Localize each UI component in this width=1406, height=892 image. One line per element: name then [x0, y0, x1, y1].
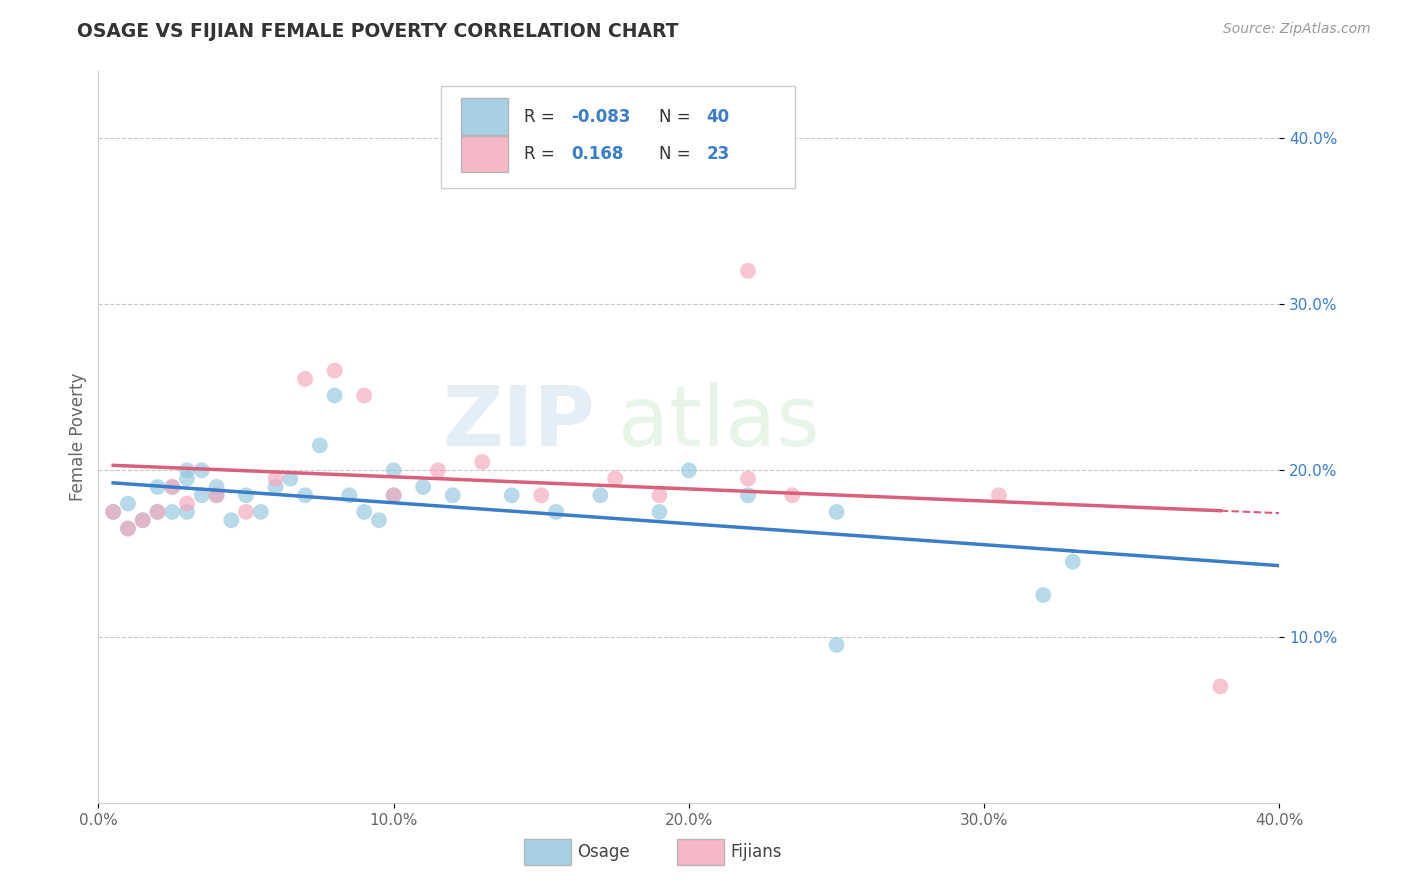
Point: [162, 480, 183, 494]
Point: [264, 472, 287, 486]
Text: R =: R =: [523, 145, 554, 163]
Point: [382, 488, 405, 502]
Point: [782, 488, 804, 502]
Point: [132, 513, 155, 527]
Point: [339, 488, 361, 502]
Text: N =: N =: [659, 108, 690, 126]
Point: [648, 488, 671, 502]
FancyBboxPatch shape: [461, 136, 508, 172]
Point: [382, 463, 405, 477]
Point: [146, 480, 169, 494]
Point: [501, 488, 523, 502]
Point: [117, 521, 139, 535]
Text: -0.083: -0.083: [571, 108, 630, 126]
Point: [146, 505, 169, 519]
Point: [103, 505, 125, 519]
Point: [205, 480, 228, 494]
Point: [191, 463, 214, 477]
Point: [323, 363, 346, 377]
Text: 40: 40: [707, 108, 730, 126]
Point: [103, 505, 125, 519]
Point: [353, 505, 375, 519]
Point: [648, 505, 671, 519]
Point: [1032, 588, 1054, 602]
Text: Source: ZipAtlas.com: Source: ZipAtlas.com: [1223, 22, 1371, 37]
Point: [1062, 555, 1084, 569]
Text: N =: N =: [659, 145, 690, 163]
Text: 23: 23: [707, 145, 730, 163]
Point: [280, 472, 302, 486]
FancyBboxPatch shape: [441, 86, 796, 188]
FancyBboxPatch shape: [523, 839, 571, 865]
Point: [294, 372, 316, 386]
Point: [589, 488, 612, 502]
Point: [191, 488, 214, 502]
Point: [546, 505, 568, 519]
Point: [382, 488, 405, 502]
Point: [678, 463, 700, 477]
Point: [737, 488, 759, 502]
Point: [441, 488, 464, 502]
Text: Osage: Osage: [576, 843, 630, 861]
Point: [176, 505, 198, 519]
Point: [132, 513, 155, 527]
Point: [250, 505, 273, 519]
Text: Fijians: Fijians: [730, 843, 782, 861]
Point: [825, 638, 848, 652]
Point: [235, 488, 257, 502]
Point: [176, 472, 198, 486]
Point: [294, 488, 316, 502]
Point: [176, 497, 198, 511]
Point: [737, 472, 759, 486]
Point: [176, 463, 198, 477]
Point: [471, 455, 494, 469]
Point: [368, 513, 391, 527]
Point: [309, 438, 332, 452]
Point: [117, 497, 139, 511]
Text: OSAGE VS FIJIAN FEMALE POVERTY CORRELATION CHART: OSAGE VS FIJIAN FEMALE POVERTY CORRELATI…: [77, 22, 679, 41]
Point: [323, 388, 346, 402]
FancyBboxPatch shape: [678, 839, 724, 865]
Y-axis label: Female Poverty: Female Poverty: [69, 373, 87, 501]
Point: [264, 480, 287, 494]
Point: [146, 505, 169, 519]
Point: [427, 463, 450, 477]
Text: atlas: atlas: [619, 382, 820, 463]
Point: [205, 488, 228, 502]
Text: 0.168: 0.168: [571, 145, 623, 163]
Point: [412, 480, 434, 494]
Point: [162, 480, 183, 494]
Point: [117, 521, 139, 535]
Point: [825, 505, 848, 519]
Point: [205, 488, 228, 502]
Point: [221, 513, 243, 527]
Point: [1209, 680, 1232, 694]
Point: [235, 505, 257, 519]
FancyBboxPatch shape: [461, 98, 508, 135]
Point: [605, 472, 627, 486]
Text: R =: R =: [523, 108, 554, 126]
Point: [162, 505, 183, 519]
Point: [353, 388, 375, 402]
Point: [988, 488, 1011, 502]
Text: ZIP: ZIP: [441, 382, 595, 463]
Point: [737, 264, 759, 278]
Point: [530, 488, 553, 502]
